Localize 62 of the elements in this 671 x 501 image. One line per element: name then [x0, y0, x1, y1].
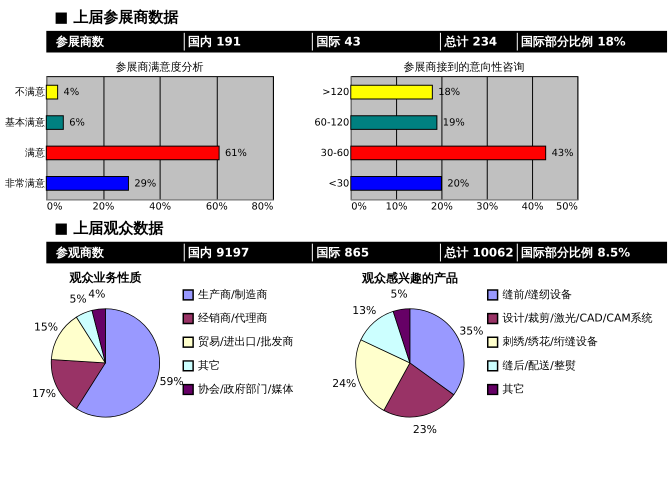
- x-tick-label: 50%: [556, 202, 578, 213]
- data-label: 61%: [225, 148, 247, 159]
- text: ■ 上届观众数据: [54, 220, 164, 237]
- legend-label: 经销商/代理商: [198, 312, 268, 325]
- y-tick-label: 满意: [24, 146, 45, 159]
- x-tick-label: 20%: [430, 202, 453, 213]
- chart-title: 观众业务性质: [68, 270, 142, 285]
- chart-title: 参展商满意度分析: [116, 60, 204, 74]
- data-label: 35%: [459, 324, 484, 338]
- text: 参观商数: [55, 245, 106, 260]
- chart-title: 参展商接到的意向性咨询: [404, 60, 525, 74]
- data-label: 19%: [442, 118, 465, 129]
- x-tick-label: 10%: [386, 202, 408, 213]
- data-label: 43%: [552, 148, 574, 159]
- data-label: 23%: [412, 423, 437, 436]
- legend-label: 其它: [502, 382, 525, 396]
- text: 国际部分比例 8.5%: [521, 245, 630, 260]
- legend-label: 其它: [198, 358, 220, 372]
- x-tick-label: 0%: [351, 202, 367, 213]
- x-tick-label: 0%: [46, 202, 62, 213]
- legend-label: 刺绣/绣花/绗缝设备: [502, 335, 598, 348]
- data-label: 15%: [34, 320, 58, 334]
- text: 总计 234: [443, 34, 498, 49]
- y-tick-label: 30-60: [320, 148, 350, 159]
- data-label: 5%: [69, 292, 87, 306]
- data-label: 5%: [390, 288, 408, 301]
- data-label: 6%: [69, 118, 85, 129]
- y-tick-label: 60-120: [314, 118, 350, 129]
- text: 国际 865: [316, 245, 370, 260]
- x-tick-label: 40%: [522, 202, 544, 213]
- y-tick-label: 非常满意: [4, 177, 45, 190]
- text: 国内 9197: [188, 245, 250, 260]
- data-label: 4%: [64, 87, 80, 98]
- data-label: 13%: [352, 304, 376, 318]
- y-tick-label: 基本满意: [4, 116, 45, 129]
- y-tick-label: 不满意: [14, 86, 45, 98]
- data-label: 20%: [447, 178, 470, 190]
- data-label: 4%: [88, 287, 106, 300]
- x-tick-label: 40%: [149, 202, 172, 213]
- y-tick-label: >120: [322, 87, 350, 98]
- legend-label: 缝前/缝纫设备: [502, 288, 572, 301]
- text: 国际部分比例 18%: [521, 34, 626, 49]
- chart-title: 观众感兴趣的产品: [360, 270, 458, 285]
- data-label: 24%: [332, 377, 356, 390]
- x-tick-label: 80%: [252, 202, 274, 213]
- text: 国内 191: [188, 34, 241, 49]
- x-tick-label: 30%: [476, 202, 498, 213]
- legend-label: 协会/政府部门/媒体: [198, 382, 294, 396]
- legend-label: 生产商/制造商: [198, 288, 268, 301]
- text: ■ 上届参展商数据: [54, 8, 178, 26]
- data-label: 17%: [32, 387, 56, 400]
- legend-label: 缝后/配送/整熨: [502, 358, 576, 372]
- data-label: 29%: [134, 178, 156, 190]
- text: 参展商数: [55, 34, 106, 49]
- x-tick-label: 20%: [92, 202, 114, 213]
- legend-label: 贸易/进出口/批发商: [198, 335, 294, 348]
- data-label: 59%: [160, 375, 184, 388]
- text: 总计 10062: [443, 245, 514, 260]
- legend-label: 设计/裁剪/激光/CAD/CAM系统: [502, 312, 653, 325]
- x-tick-label: 60%: [206, 202, 228, 213]
- y-tick-label: <30: [328, 178, 350, 190]
- text: 国际 43: [316, 34, 361, 49]
